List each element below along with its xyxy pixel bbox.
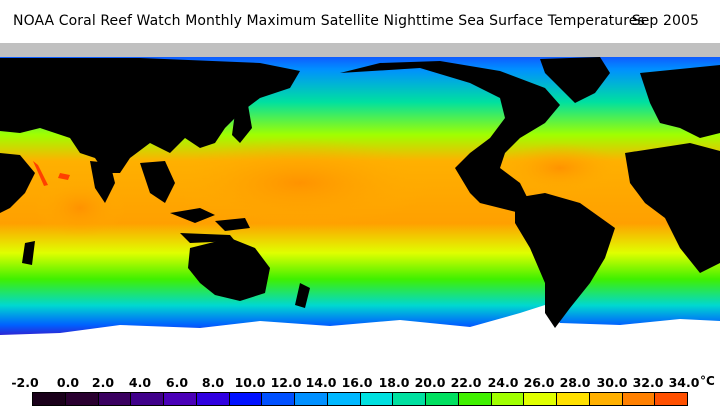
tick-label: 2.0 xyxy=(91,375,115,390)
tick-label: 10.0 xyxy=(234,375,266,390)
colorbar-swatch xyxy=(164,393,197,405)
colorbar-swatch xyxy=(393,393,426,405)
colorbar-swatch xyxy=(327,393,361,405)
tick-label: 14.0 xyxy=(305,375,337,390)
map-title: NOAA Coral Reef Watch Monthly Maximum Sa… xyxy=(0,13,720,33)
tick-label: 12.0 xyxy=(270,375,302,390)
colorbar-swatch xyxy=(360,393,394,405)
tick-label: -2.0 xyxy=(11,375,39,390)
colorbar-tick-labels: -2.0 0.0 2.0 4.0 6.0 8.0 10.0 12.0 14.0 … xyxy=(0,375,720,393)
tick-label: 22.0 xyxy=(450,375,482,390)
title-text: NOAA Coral Reef Watch Monthly Maximum Sa… xyxy=(13,13,645,29)
tick-label: 20.0 xyxy=(414,375,446,390)
tick-label: 26.0 xyxy=(523,375,555,390)
tick-label: 34.0 xyxy=(668,375,700,390)
tick-label: 4.0 xyxy=(128,375,152,390)
sst-map-graphic xyxy=(0,43,720,371)
colorbar-swatch xyxy=(458,393,492,405)
tick-label: 24.0 xyxy=(487,375,519,390)
colorbar-swatch xyxy=(229,393,263,405)
tick-label: 6.0 xyxy=(165,375,189,390)
tick-label: 8.0 xyxy=(201,375,225,390)
colorbar-swatch xyxy=(655,393,687,405)
colorbar-swatch xyxy=(33,393,66,405)
tick-label: 28.0 xyxy=(559,375,591,390)
colorbar-swatch xyxy=(622,393,656,405)
tick-label: 30.0 xyxy=(596,375,628,390)
colorbar-swatch xyxy=(196,393,230,405)
colorbar-swatch xyxy=(262,393,295,405)
colorbar-swatch xyxy=(557,393,590,405)
colorbar-swatch xyxy=(426,393,459,405)
unit-label: °C xyxy=(700,374,715,388)
colorbar-swatch xyxy=(524,393,557,405)
tick-label: 32.0 xyxy=(632,375,664,390)
tick-label: 0.0 xyxy=(56,375,80,390)
colorbar-swatch xyxy=(491,393,525,405)
title-date: Sep 2005 xyxy=(631,13,699,29)
temperature-colorbar xyxy=(32,392,688,406)
tick-label: 16.0 xyxy=(341,375,373,390)
colorbar-swatch xyxy=(295,393,328,405)
colorbar-swatch xyxy=(589,393,623,405)
sst-map xyxy=(0,43,720,371)
colorbar-swatch xyxy=(131,393,164,405)
colorbar-swatch xyxy=(65,393,99,405)
colorbar-swatch xyxy=(98,393,132,405)
tick-label: 18.0 xyxy=(378,375,410,390)
